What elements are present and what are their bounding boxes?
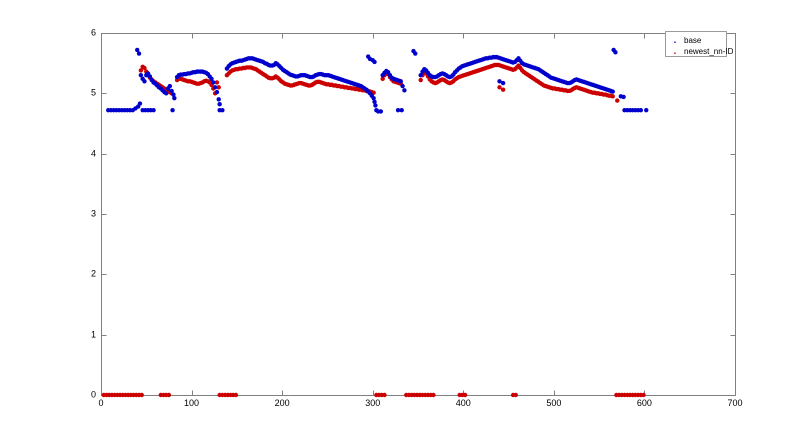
y-tick-label: 6: [90, 27, 96, 38]
x-tick-label: 400: [455, 398, 471, 408]
legend-entry-base: · base: [670, 32, 721, 49]
y-tick-label: 2: [90, 268, 96, 279]
legend-label-newest-nn-id: newest_nn-ID: [684, 46, 734, 56]
x-tick-label: 100: [184, 398, 200, 408]
y-tick-label: 4: [90, 148, 96, 159]
x-tick-label: 500: [546, 398, 562, 408]
y-tick-label: 3: [90, 208, 96, 219]
legend-label-base: base: [684, 35, 702, 45]
legend-entry-newest-nn-id: · newest_nn-ID: [670, 43, 734, 60]
legend-marker-newest-nn-id: ·: [672, 43, 678, 60]
x-tick-label: 300: [365, 398, 381, 408]
x-tick-label: 600: [636, 398, 652, 408]
x-tick-label: 0: [98, 398, 104, 408]
chart-legend: · base · newest_nn-ID: [665, 31, 734, 60]
x-tick-label: 700: [727, 398, 743, 408]
y-tick-label: 0: [90, 389, 96, 400]
y-tick-label: 5: [90, 87, 96, 98]
y-tick-label: 1: [90, 329, 96, 340]
x-tick-label: 200: [274, 398, 290, 408]
legend-marker-base: ·: [672, 32, 678, 49]
